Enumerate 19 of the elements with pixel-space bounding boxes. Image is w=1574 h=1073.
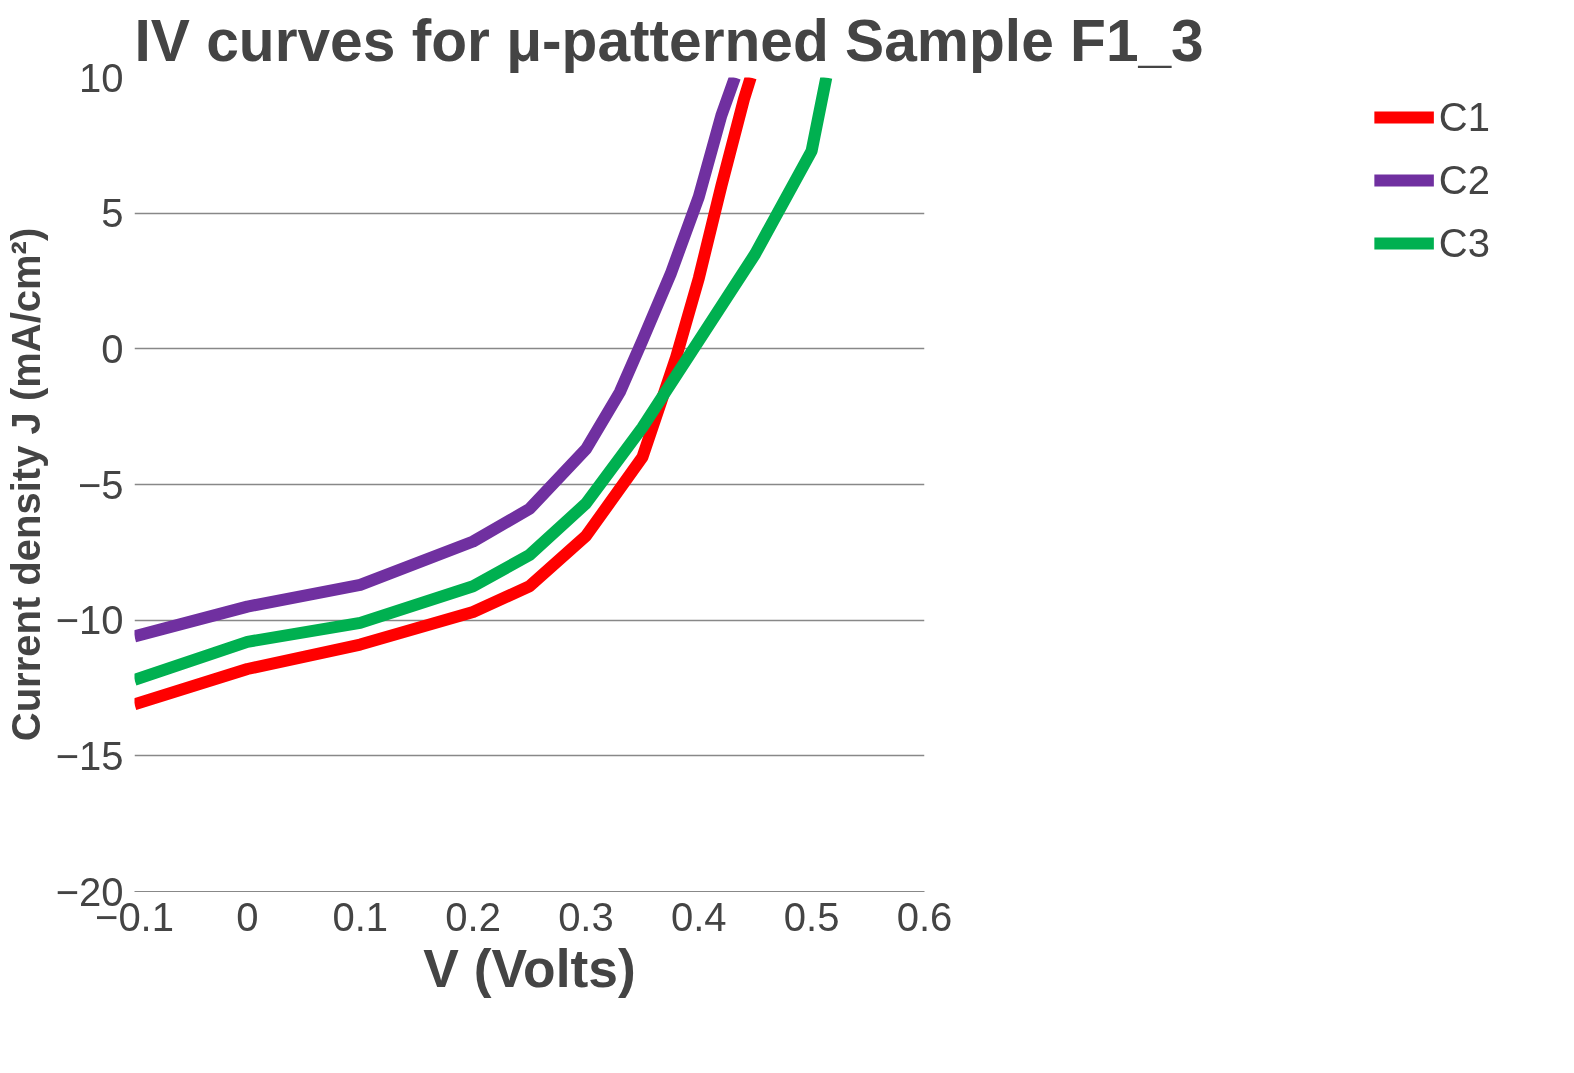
y-tick-label: −5: [77, 462, 124, 507]
x-tick-label: 0.2: [445, 894, 501, 939]
y-tick-label: 5: [101, 191, 124, 236]
x-tick-label: 0.3: [558, 894, 614, 939]
x-axis-title: V (Volts): [423, 938, 636, 998]
x-tick-label: 0.4: [670, 894, 727, 939]
y-tick-label: 0: [101, 326, 124, 371]
chart-title: IV curves for μ-patterned Sample F1_3: [134, 7, 1204, 73]
legend-label: C1: [1438, 93, 1490, 141]
x-tick-label: 0.5: [783, 894, 840, 939]
y-tick-label: −10: [55, 598, 124, 643]
x-tick-label: 0.6: [896, 894, 953, 939]
legend-label: C3: [1438, 219, 1490, 267]
y-tick-label: −15: [55, 733, 124, 778]
x-tick-label: 0: [236, 894, 259, 939]
y-axis-title: Current density J (mA/cm²): [3, 227, 48, 742]
x-tick-label: 0.1: [332, 894, 389, 939]
y-tick-label: 10: [79, 55, 124, 100]
legend-label: C2: [1438, 156, 1490, 204]
